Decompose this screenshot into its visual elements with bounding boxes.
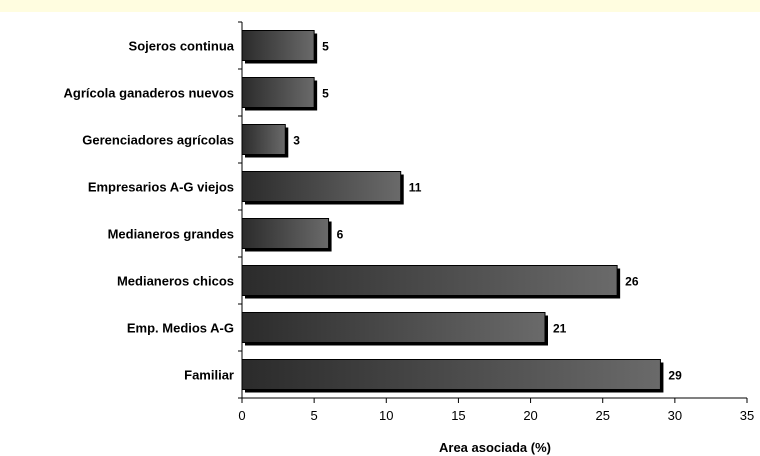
labels-layer: Sojeros continua 5 Agrícola ganaderos nuev… <box>64 39 755 424</box>
bar <box>241 124 286 155</box>
x-axis-title: Area asociada (%) <box>439 440 551 455</box>
bar <box>241 359 661 390</box>
x-tick-label: 25 <box>595 408 609 423</box>
value-label: 29 <box>668 369 682 383</box>
bar <box>241 171 402 202</box>
value-label: 6 <box>337 228 344 242</box>
x-tick-label: 30 <box>668 408 682 423</box>
category-label: Sojeros continua <box>129 39 235 54</box>
category-label: Familiar <box>184 368 234 383</box>
category-label: Empresarios A-G viejos <box>88 180 234 195</box>
x-tick-label: 20 <box>523 408 537 423</box>
value-label: 11 <box>409 181 422 195</box>
value-label: 5 <box>322 87 329 101</box>
x-tick-label: 15 <box>451 408 465 423</box>
value-label: 21 <box>553 322 567 336</box>
bar <box>241 312 546 343</box>
top-background-strip <box>0 0 760 12</box>
category-label: Medianeros chicos <box>117 274 234 289</box>
axes-layer <box>238 21 748 403</box>
x-tick-label: 35 <box>740 408 754 423</box>
bar <box>241 218 330 249</box>
category-label: Medianeros grandes <box>108 227 234 242</box>
category-label: Agrícola ganaderos nuevos <box>64 86 235 101</box>
category-label: Emp. Medios A-G <box>127 321 234 336</box>
bar <box>241 30 315 61</box>
bar <box>241 77 315 108</box>
bar <box>241 265 618 296</box>
bars-layer <box>241 30 664 393</box>
value-label: 3 <box>293 134 300 148</box>
category-label: Gerenciadores agrícolas <box>82 133 234 148</box>
x-tick-label: 10 <box>379 408 393 423</box>
value-label: 26 <box>625 275 639 289</box>
x-tick-label: 0 <box>238 408 245 423</box>
value-label: 5 <box>322 40 329 54</box>
x-tick-label: 5 <box>311 408 318 423</box>
